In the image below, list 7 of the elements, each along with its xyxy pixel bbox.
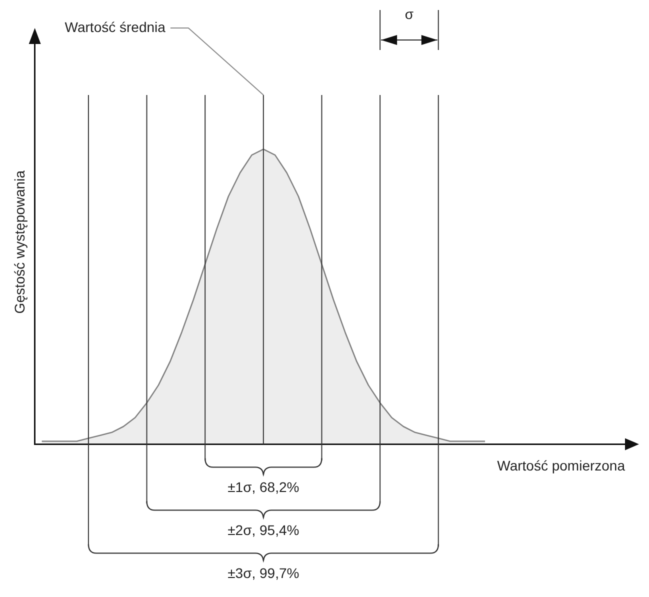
text: ±1σ, 68,2% xyxy=(228,479,300,496)
text: ±3σ, 99,7% xyxy=(228,565,300,582)
text: σ xyxy=(404,6,414,22)
text: Wartość średnia xyxy=(64,18,166,35)
x-axis-title: Wartość pomierzona xyxy=(497,457,626,474)
y-axis-title: Gęstość występowania xyxy=(11,170,28,314)
text: ±2σ, 95,4% xyxy=(228,522,300,538)
